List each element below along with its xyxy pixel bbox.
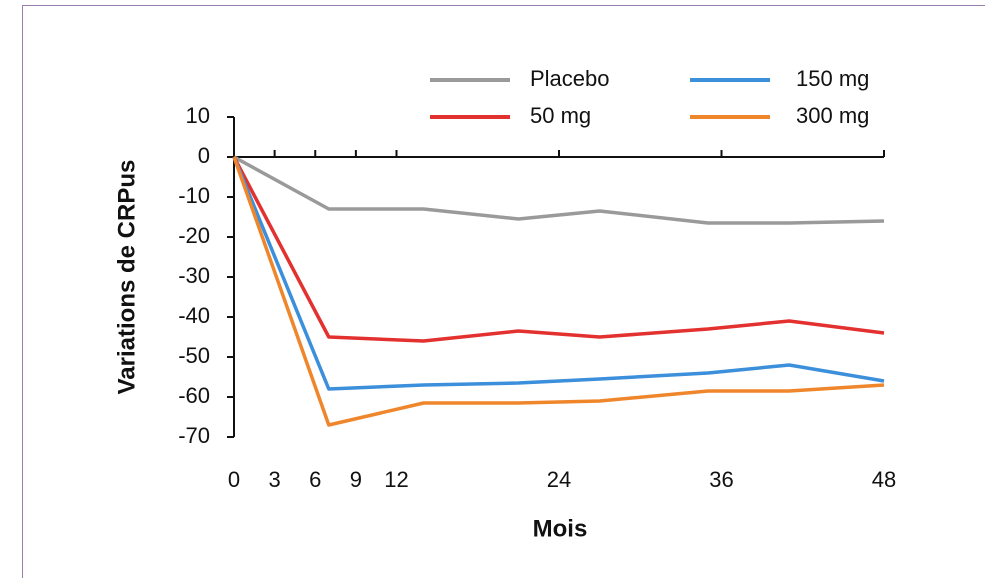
x-tick-label: 48 [872, 467, 896, 492]
series-line [232, 156, 885, 343]
x-tick-label: 12 [384, 467, 408, 492]
y-tick-label: -50 [178, 343, 210, 368]
y-tick-label: -10 [178, 183, 210, 208]
series-line [232, 156, 885, 427]
frame [22, 5, 985, 578]
x-axis-title: Mois [533, 515, 588, 542]
x-tick-label: 36 [709, 467, 733, 492]
y-tick-label: -20 [178, 223, 210, 248]
y-axis-title: Variations de CRPus [113, 160, 140, 395]
x-tick-label: 6 [309, 467, 321, 492]
x-tick-label: 24 [547, 467, 571, 492]
y-tick-label: -30 [178, 263, 210, 288]
y-tick-label: -70 [178, 423, 210, 448]
series-line [232, 156, 885, 391]
y-tick-label: 0 [198, 143, 210, 168]
legend-label: 150 mg [796, 66, 869, 91]
x-tick-label: 3 [269, 467, 281, 492]
legend-label: 50 mg [530, 103, 591, 128]
series-line [233, 155, 885, 225]
y-tick-label: 10 [186, 103, 210, 128]
legend-label: 300 mg [796, 103, 869, 128]
x-tick-label: 0 [228, 467, 240, 492]
x-tick-label: 9 [350, 467, 362, 492]
y-tick-label: -40 [178, 303, 210, 328]
y-tick-label: -60 [178, 383, 210, 408]
legend-label: Placebo [530, 66, 610, 91]
